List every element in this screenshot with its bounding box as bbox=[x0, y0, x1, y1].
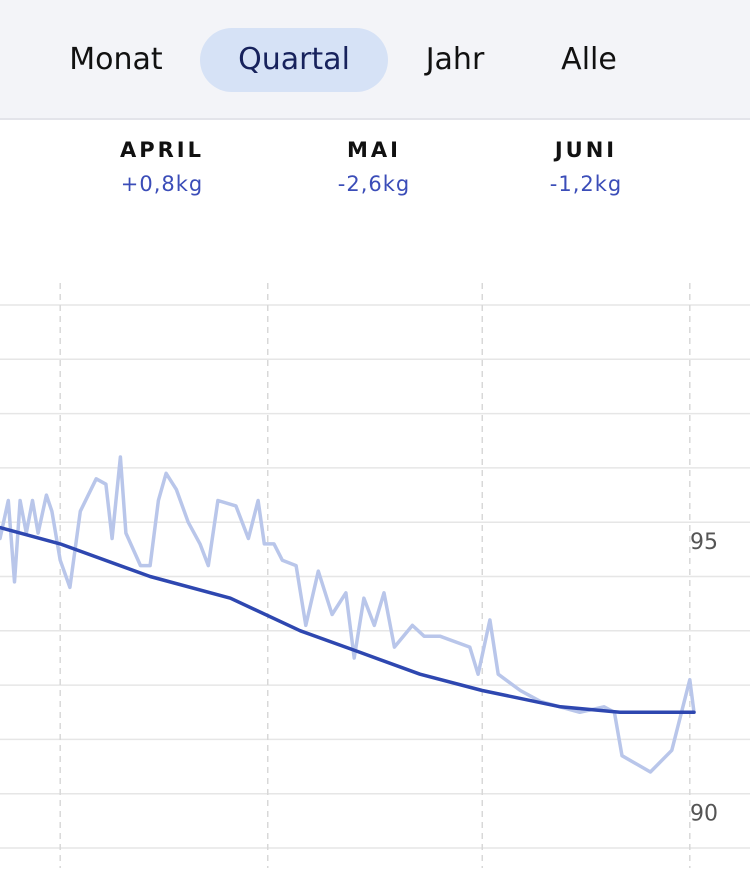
month-column: MAI -2,6kg bbox=[274, 138, 474, 196]
month-change: +0,8kg bbox=[120, 172, 204, 196]
month-name: MAI bbox=[347, 138, 401, 162]
tab[interactable]: Alle bbox=[561, 42, 617, 77]
month-name: APRIL bbox=[119, 138, 204, 162]
month-change: -1,2kg bbox=[549, 172, 623, 196]
month-change: -2,6kg bbox=[337, 172, 411, 196]
y-tick-label: 90 bbox=[690, 802, 718, 827]
trend-line bbox=[0, 525, 696, 715]
tab[interactable]: Jahr bbox=[425, 42, 485, 77]
month-column: JUNI -1,2kg bbox=[486, 138, 686, 196]
tab[interactable]: Monat bbox=[69, 42, 163, 77]
weight-line bbox=[0, 455, 696, 774]
tab-bar: Monat Quartal Jahr Alle bbox=[0, 0, 750, 120]
month-column: APRIL +0,8kg bbox=[62, 138, 262, 196]
month-name: JUNI bbox=[554, 138, 618, 162]
y-tick-label: 95 bbox=[690, 530, 718, 555]
tab[interactable]: Quartal bbox=[200, 28, 388, 92]
